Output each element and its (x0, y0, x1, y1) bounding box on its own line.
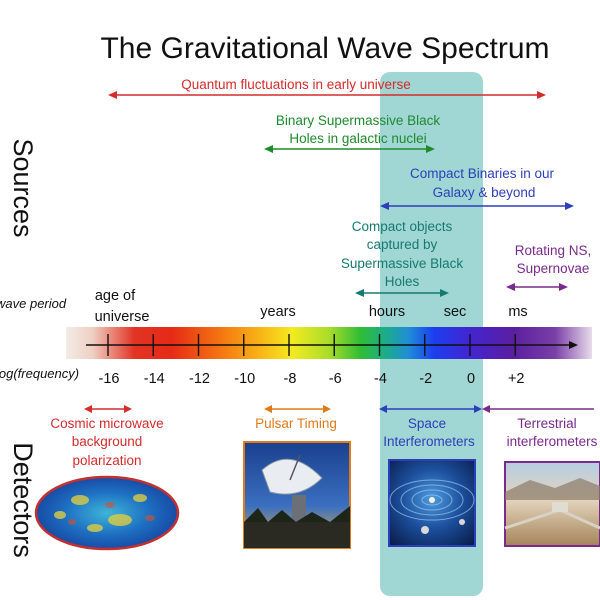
frequency-label: log(frequency) (0, 366, 79, 381)
pulsar-label: Pulsar Timing (255, 416, 337, 431)
compact-arrow (380, 202, 574, 210)
spectrum-axis-line (86, 341, 578, 349)
period-age-2: universe (95, 309, 150, 325)
terrestrial-label-2: interferometers (507, 434, 598, 449)
terrestrial-label-1: Terrestrial (517, 416, 576, 431)
period-age-1: age of (95, 288, 136, 304)
tick-label: +2 (508, 371, 525, 387)
tick-marks (107, 334, 516, 356)
period-sec: sec (444, 304, 467, 320)
tick-label: -16 (99, 371, 120, 387)
cmb-arrow (84, 405, 132, 413)
tick-label: -14 (144, 371, 165, 387)
compact-label-1: Compact Binaries in our (410, 166, 555, 181)
tick-label: -4 (374, 371, 387, 387)
space-label-2: Interferometers (383, 434, 475, 449)
rotating-arrow (506, 283, 568, 291)
space-label-1: Space (408, 416, 446, 431)
smbh-arrow (264, 145, 435, 153)
wave-period-label: wave period (0, 296, 67, 311)
smbh-label-1: Binary Supermassive Black (276, 113, 441, 128)
tick-label: -10 (234, 371, 255, 387)
captured-label-4: Holes (385, 274, 420, 289)
tick-label: -12 (189, 371, 210, 387)
cmb-label-1: Cosmic microwave (50, 416, 163, 431)
quantum-label: Quantum fluctuations in early universe (181, 77, 411, 92)
tick-label: -6 (329, 371, 342, 387)
space-arrow (379, 405, 482, 413)
terrestrial-arrow (482, 405, 594, 413)
diagram-title: The Gravitational Wave Spectrum (100, 32, 549, 65)
rotating-label-1: Rotating NS, (515, 243, 592, 258)
cmb-label-3: polarization (72, 453, 141, 468)
period-years: years (260, 304, 295, 320)
tick-label: 0 (467, 371, 475, 387)
sources-side-label: Sources (8, 138, 38, 237)
spectrum-bar (66, 327, 592, 359)
pulsar-arrow (264, 405, 331, 413)
period-hours: hours (369, 304, 405, 320)
cmb-map-image (34, 475, 180, 551)
captured-label-3: Supermassive Black (341, 256, 464, 271)
compact-label-2: Galaxy & beyond (433, 185, 536, 200)
space-interferometer-image (388, 459, 476, 547)
captured-label-2: captured by (367, 237, 438, 252)
captured-arrow (355, 289, 449, 297)
tick-labels: -16 -14 -12 -10 -8 -6 -4 -2 0 +2 (99, 371, 525, 387)
cmb-label-2: background (72, 434, 143, 449)
detectors-side-label: Detectors (8, 442, 38, 558)
period-ms: ms (508, 304, 527, 320)
tick-label: -8 (284, 371, 297, 387)
terrestrial-interferometer-image (504, 461, 600, 547)
captured-label-1: Compact objects (352, 219, 453, 234)
tick-label: -2 (419, 371, 432, 387)
rotating-label-2: Supernovae (517, 261, 590, 276)
quantum-arrow (108, 91, 546, 99)
radio-telescope-image (243, 441, 351, 549)
smbh-label-2: Holes in galactic nuclei (289, 131, 426, 146)
